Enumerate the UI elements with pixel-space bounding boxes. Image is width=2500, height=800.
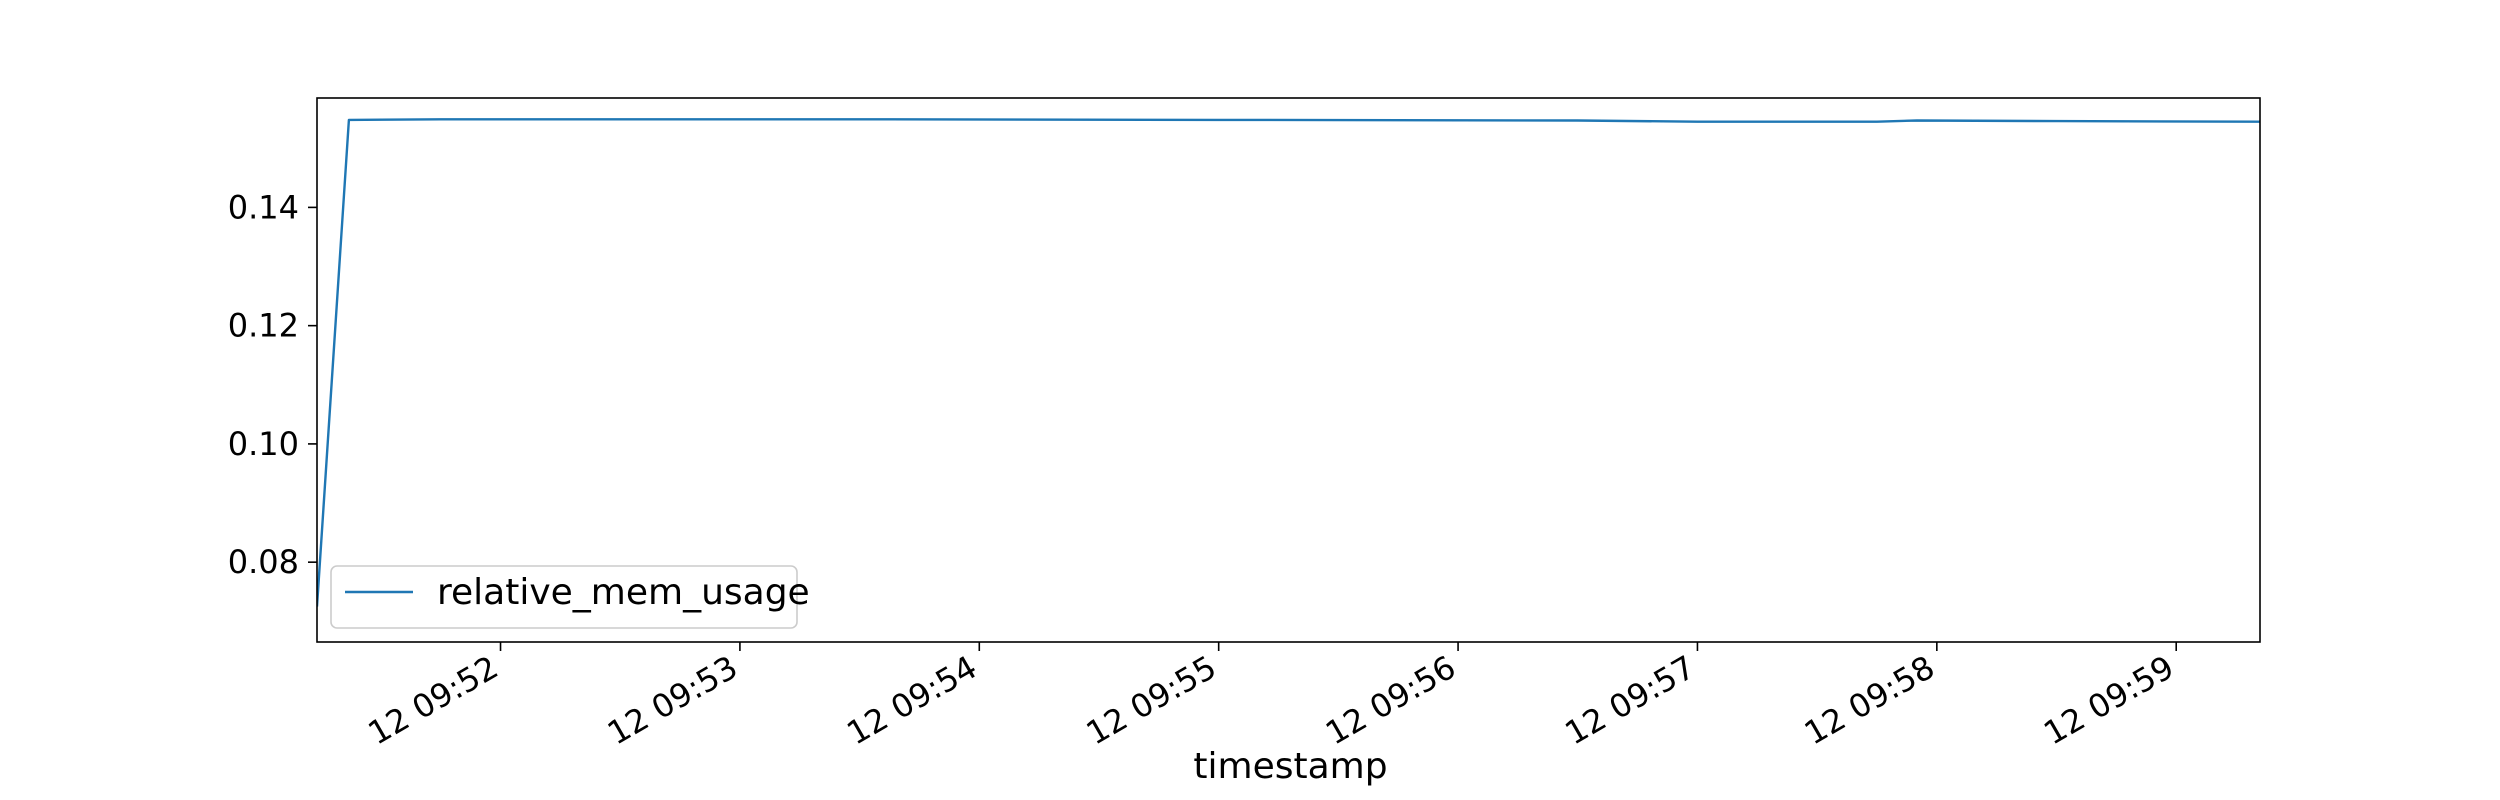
legend: relative_mem_usage (330, 565, 810, 629)
y-tick-label-1: 0.10 (228, 425, 299, 463)
x-axis-title: timestamp (1193, 746, 1387, 787)
legend-box (330, 565, 798, 629)
series-layer (317, 118, 2260, 607)
series-line-0 (317, 118, 2260, 607)
plot-area (316, 97, 2261, 643)
y-tick-label-0: 0.08 (228, 543, 299, 581)
y-axis: 0.08 0.10 0.12 0.14 (228, 188, 317, 581)
legend-label: relative_mem_usage (437, 572, 810, 613)
y-tick-label-3: 0.14 (228, 188, 299, 226)
y-tick-label-2: 0.12 (228, 307, 299, 345)
plot-frame (316, 97, 2261, 643)
